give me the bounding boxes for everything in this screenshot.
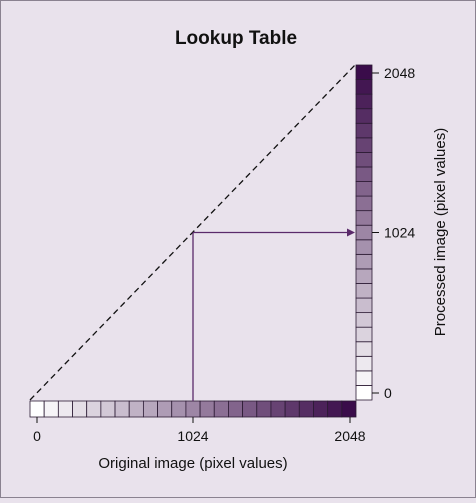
y-tick-label-2048: 2048 bbox=[384, 65, 415, 81]
output-gradient-cell bbox=[355, 64, 373, 80]
x-tick-label-1024: 1024 bbox=[177, 428, 208, 444]
output-gradient-bar bbox=[355, 64, 373, 401]
x-tick-label-0: 0 bbox=[33, 428, 41, 444]
y-tick-label-1024: 1024 bbox=[384, 225, 415, 241]
x-axis-ticks: 0 1024 2048 bbox=[33, 417, 366, 444]
input-gradient-cell bbox=[341, 400, 357, 418]
diagram-title: Lookup Table bbox=[175, 28, 297, 49]
input-gradient-bar bbox=[29, 400, 357, 418]
y-tick-label-0: 0 bbox=[384, 385, 392, 401]
x-axis-label: Original image (pixel values) bbox=[98, 455, 287, 472]
y-axis-ticks: 0 1024 2048 bbox=[372, 65, 415, 401]
y-axis-label: Processed image (pixel values) bbox=[432, 128, 449, 336]
mapping-arrow bbox=[192, 228, 355, 401]
arrow-head-icon bbox=[347, 228, 355, 237]
x-tick-label-2048: 2048 bbox=[334, 428, 365, 444]
